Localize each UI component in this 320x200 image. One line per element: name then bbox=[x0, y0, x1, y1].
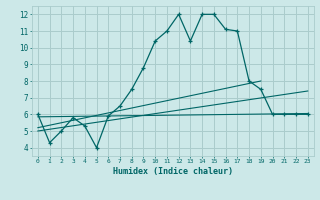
X-axis label: Humidex (Indice chaleur): Humidex (Indice chaleur) bbox=[113, 167, 233, 176]
